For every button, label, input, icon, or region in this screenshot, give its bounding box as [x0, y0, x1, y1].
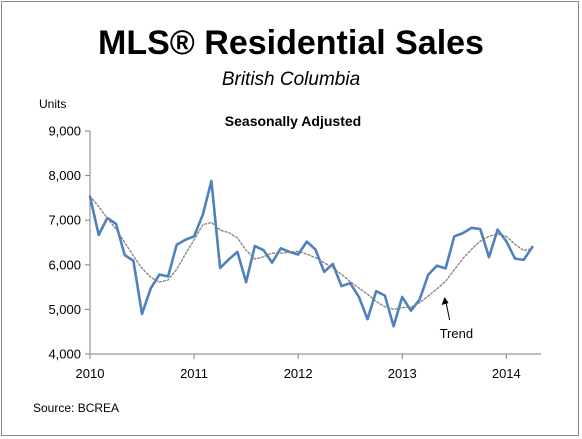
chart-note: Seasonally Adjusted: [224, 113, 362, 129]
x-tick-label: 2012: [284, 366, 313, 381]
x-tick-label: 2011: [180, 366, 208, 381]
y-tick-label: 5,000: [48, 302, 81, 317]
source-note: Source: BCREA: [33, 401, 120, 415]
x-tick-label: 2010: [76, 366, 105, 381]
x-tick-label: 2014: [492, 366, 521, 381]
y-tick-label: 8,000: [48, 168, 81, 183]
y-tick-label: 9,000: [48, 124, 81, 139]
trend-series-line: [89, 195, 533, 311]
sales-series-line: [88, 179, 534, 328]
x-tick-label: 2013: [388, 366, 417, 381]
chart-title: MLS® Residential Sales: [98, 24, 484, 62]
y-tick-label: 4,000: [48, 347, 81, 362]
chart-subtitle: British Columbia: [221, 69, 361, 90]
y-tick-label: 6,000: [48, 257, 81, 272]
y-tick-label: 7,000: [48, 213, 81, 228]
y-axis-label: Units: [39, 97, 67, 111]
trend-annotation-label: Trend: [440, 326, 473, 341]
trend-arrow-head: [441, 297, 449, 306]
